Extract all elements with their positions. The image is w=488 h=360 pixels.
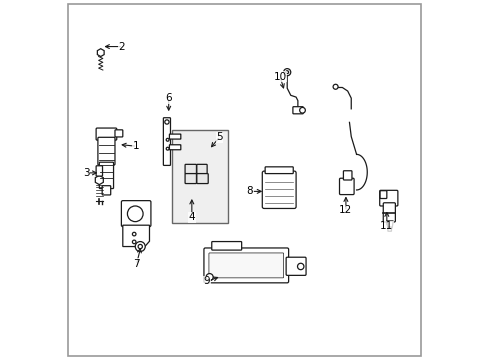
FancyBboxPatch shape bbox=[96, 128, 117, 140]
Circle shape bbox=[132, 232, 136, 236]
FancyBboxPatch shape bbox=[184, 165, 196, 174]
FancyBboxPatch shape bbox=[196, 165, 207, 174]
Polygon shape bbox=[95, 175, 103, 185]
FancyBboxPatch shape bbox=[99, 162, 113, 189]
FancyBboxPatch shape bbox=[383, 203, 395, 222]
Text: 8: 8 bbox=[246, 186, 253, 197]
FancyBboxPatch shape bbox=[169, 134, 181, 139]
Circle shape bbox=[205, 274, 213, 281]
Circle shape bbox=[127, 206, 143, 222]
Text: 2: 2 bbox=[118, 41, 125, 51]
Text: 1: 1 bbox=[132, 141, 139, 151]
Text: 10: 10 bbox=[273, 72, 286, 82]
Circle shape bbox=[297, 263, 304, 270]
FancyBboxPatch shape bbox=[208, 253, 283, 278]
FancyBboxPatch shape bbox=[379, 191, 386, 198]
Circle shape bbox=[135, 242, 145, 252]
FancyBboxPatch shape bbox=[262, 171, 296, 208]
Text: 11: 11 bbox=[380, 221, 393, 231]
Text: 9: 9 bbox=[203, 276, 210, 287]
FancyBboxPatch shape bbox=[115, 130, 122, 137]
Polygon shape bbox=[122, 225, 149, 247]
Polygon shape bbox=[386, 221, 392, 228]
Circle shape bbox=[132, 240, 136, 244]
Text: 12: 12 bbox=[339, 205, 352, 215]
Text: 3: 3 bbox=[82, 168, 89, 178]
FancyBboxPatch shape bbox=[339, 178, 353, 195]
FancyBboxPatch shape bbox=[102, 186, 110, 195]
FancyBboxPatch shape bbox=[121, 201, 151, 226]
Text: 4: 4 bbox=[188, 212, 195, 222]
Text: 6: 6 bbox=[165, 93, 172, 103]
FancyBboxPatch shape bbox=[196, 174, 208, 184]
Bar bbox=[171, 130, 228, 223]
FancyBboxPatch shape bbox=[264, 167, 293, 174]
FancyBboxPatch shape bbox=[98, 137, 115, 165]
FancyBboxPatch shape bbox=[184, 174, 196, 184]
Polygon shape bbox=[97, 49, 104, 57]
Circle shape bbox=[166, 147, 169, 150]
FancyBboxPatch shape bbox=[203, 248, 288, 283]
FancyBboxPatch shape bbox=[292, 107, 303, 114]
Circle shape bbox=[164, 120, 169, 124]
Circle shape bbox=[299, 107, 305, 113]
FancyBboxPatch shape bbox=[285, 257, 305, 275]
Circle shape bbox=[166, 138, 169, 141]
Text: 7: 7 bbox=[133, 258, 140, 269]
FancyBboxPatch shape bbox=[379, 190, 397, 206]
Circle shape bbox=[332, 84, 337, 89]
FancyBboxPatch shape bbox=[211, 242, 241, 250]
FancyBboxPatch shape bbox=[343, 171, 351, 180]
Text: 5: 5 bbox=[216, 132, 223, 142]
FancyBboxPatch shape bbox=[163, 118, 170, 165]
FancyBboxPatch shape bbox=[169, 145, 181, 150]
Circle shape bbox=[138, 244, 142, 249]
FancyBboxPatch shape bbox=[96, 166, 102, 176]
FancyBboxPatch shape bbox=[387, 227, 391, 231]
Circle shape bbox=[283, 69, 290, 76]
Circle shape bbox=[285, 71, 288, 73]
